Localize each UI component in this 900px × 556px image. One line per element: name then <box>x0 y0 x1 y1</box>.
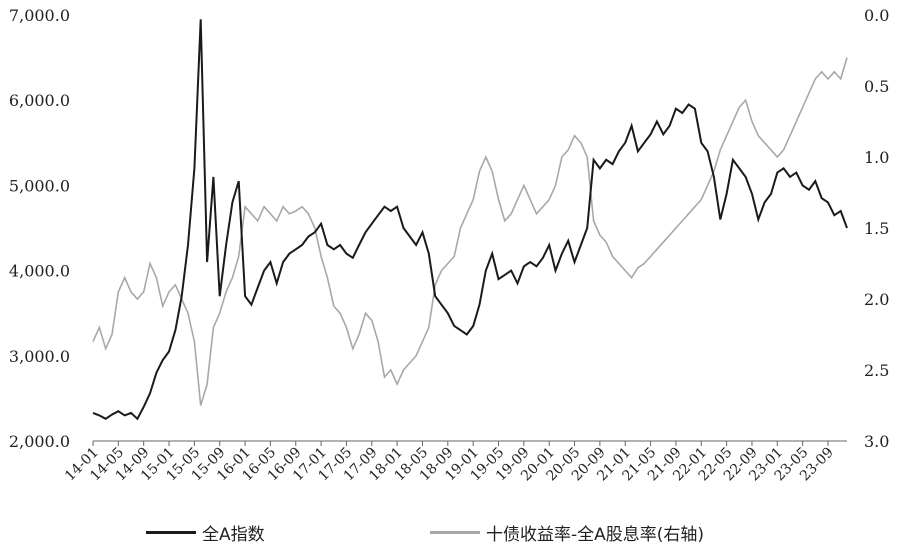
legend-item-all-a-index: 全A指数 <box>146 520 265 545</box>
legend-swatch-dark <box>146 531 196 534</box>
left-tick-label: 7,000.0 <box>9 6 70 25</box>
legend-item-bond-spread: 十债收益率-全A股息率(右轴) <box>430 520 704 545</box>
legend-swatch-gray <box>430 531 480 534</box>
right-tick-label: 1.0 <box>864 148 889 167</box>
right-axis-ticks: 0.0 0.5 1.0 1.5 2.0 2.5 3.0 <box>864 6 889 451</box>
legend-label-all-a-index: 全A指数 <box>202 525 265 545</box>
right-tick-label: 1.5 <box>864 219 889 238</box>
series-line-all-a-index <box>92 19 848 421</box>
left-tick-label: 6,000.0 <box>9 91 70 110</box>
left-tick-label: 2,000.0 <box>9 432 70 451</box>
right-tick-label: 0.5 <box>864 77 889 96</box>
right-tick-label: 3.0 <box>864 432 889 451</box>
left-tick-label: 3,000.0 <box>9 347 70 366</box>
legend: 全A指数 十债收益率-全A股息率(右轴) <box>140 520 860 552</box>
right-tick-label: 2.5 <box>864 361 889 380</box>
left-axis-ticks: 2,000.0 3,000.0 4,000.0 5,000.0 6,000.0 7,000… <box>9 6 70 451</box>
right-tick-label: 2.0 <box>864 290 889 309</box>
series-line-bond-spread <box>92 57 848 406</box>
left-tick-label: 5,000.0 <box>9 176 70 195</box>
legend-label-bond-spread: 十债收益率-全A股息率(右轴) <box>486 525 705 545</box>
left-tick-label: 4,000.0 <box>9 262 70 281</box>
right-tick-label: 0.0 <box>864 6 889 25</box>
x-axis-ticks: 14-0114-0514-0915-0115-0515-0916-0116-05… <box>62 441 837 484</box>
